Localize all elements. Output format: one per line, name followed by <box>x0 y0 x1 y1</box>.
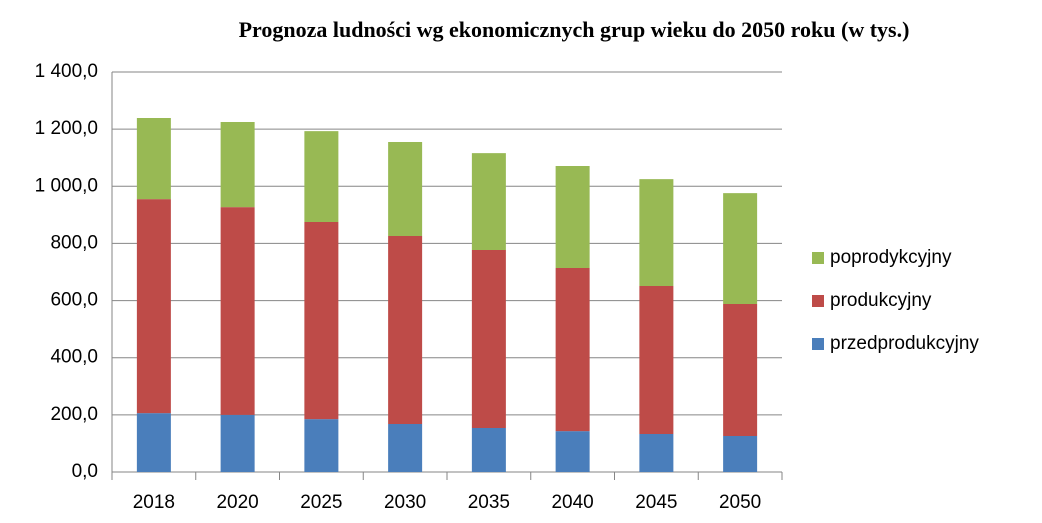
bar-segment <box>555 431 590 472</box>
x-tick-label: 2020 <box>216 492 258 513</box>
bar-segment <box>555 268 590 432</box>
bar-segment <box>388 236 423 424</box>
legend-label: przedprodukcyjny <box>830 333 979 354</box>
bar-segment <box>220 207 255 415</box>
bar-segment <box>723 304 758 436</box>
bar-segment <box>220 414 255 472</box>
bar-segment <box>471 153 506 250</box>
y-tick-label: 1 000,0 <box>35 175 98 196</box>
x-tick-label: 2040 <box>551 492 593 513</box>
bar-segment <box>304 419 339 472</box>
x-tick-label: 2030 <box>384 492 426 513</box>
bar-segment <box>639 286 674 434</box>
legend-swatch <box>812 338 824 350</box>
chart-title: Prognoza ludności wg ekonomicznych grup … <box>239 17 910 42</box>
y-tick-label: 600,0 <box>50 290 98 311</box>
legend-label: poprodykcyjny <box>830 247 952 268</box>
legend-swatch <box>812 295 824 307</box>
bar-segment <box>136 118 171 200</box>
y-tick-label: 400,0 <box>50 347 98 368</box>
bar-segment <box>471 428 506 472</box>
bar-segment <box>471 250 506 428</box>
bar-segment <box>304 131 339 222</box>
x-tick-label: 2045 <box>635 492 677 513</box>
bar-segment <box>136 199 171 414</box>
y-tick-label: 0,0 <box>72 461 98 482</box>
legend-swatch <box>812 252 824 264</box>
bar-segment <box>304 222 339 420</box>
bar-segment <box>388 424 423 472</box>
y-tick-label: 200,0 <box>50 404 98 425</box>
bar-segment <box>639 434 674 472</box>
bar-segment <box>723 193 758 304</box>
bar-segment <box>555 166 590 268</box>
legend-label: produkcyjny <box>830 290 932 311</box>
y-tick-label: 1 200,0 <box>35 118 98 139</box>
x-tick-label: 2050 <box>719 492 761 513</box>
y-tick-label: 800,0 <box>50 232 98 253</box>
x-tick-label: 2025 <box>300 492 342 513</box>
x-tick-label: 2035 <box>468 492 510 513</box>
bar-segment <box>723 436 758 472</box>
bar-segment <box>388 142 423 236</box>
bar-segment <box>136 413 171 472</box>
bar-segment <box>220 122 255 208</box>
x-tick-label: 2018 <box>133 492 175 513</box>
y-tick-label: 1 400,0 <box>35 61 98 82</box>
bar-segment <box>639 179 674 286</box>
